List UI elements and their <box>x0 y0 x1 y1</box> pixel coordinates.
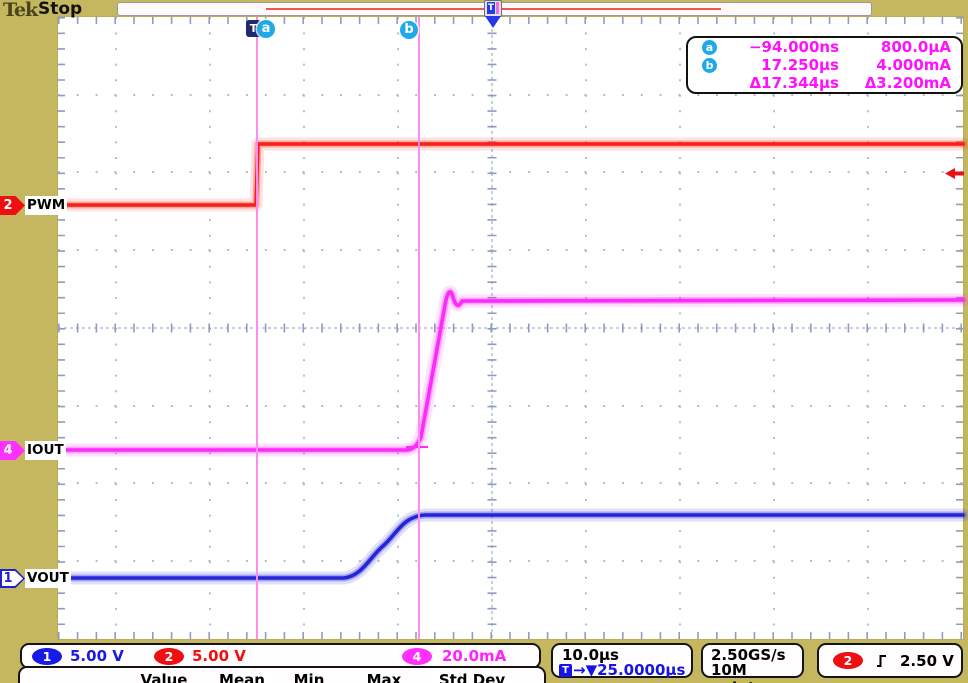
cursor-b-readout-row: b 17.250µs 4.000mA <box>702 56 951 74</box>
acquisition-box: 2.50GS/s 10M points <box>701 643 804 683</box>
acquisition-status: Stop <box>38 0 83 19</box>
ch2-badge[interactable]: 2 <box>154 647 184 665</box>
timebase-box: 10.0µs T →▼ 25.0000µs <box>551 643 693 679</box>
trigger-level-arrow-icon[interactable] <box>945 167 965 180</box>
cursor-b-handle[interactable]: b <box>400 21 418 39</box>
ch2-position-marker[interactable]: 2 <box>0 196 25 215</box>
ch4-position-marker[interactable]: 4 <box>0 441 25 460</box>
cursor-a-readout-row: a −94.000ns 800.0µA <box>702 38 951 56</box>
cursor-a-icon: a <box>702 39 717 55</box>
cursor-a-value: 800.0µA <box>880 38 951 56</box>
cursor-delta-value: Δ3.200mA <box>864 74 951 92</box>
ch1-marker-fill <box>2 571 23 586</box>
measurement-header-box: Value Mean Min Max Std Dev <box>18 666 546 683</box>
trigger-flag-letter: T <box>487 3 495 13</box>
cursor-a-line[interactable] <box>256 17 258 639</box>
ch2-waveform-label: PWM <box>25 196 68 215</box>
trigger-settings-box: 2 2.50 V <box>817 643 963 678</box>
trigger-source-badge[interactable]: 2 <box>833 652 863 669</box>
measurement-header-stddev: Std Dev <box>438 671 506 683</box>
trigger-delay-readout: T →▼ 25.0000µs <box>559 661 685 679</box>
trigger-level-value: 2.50 V <box>900 651 954 670</box>
trigger-delay-value: 25.0000µs <box>597 661 686 679</box>
trigger-delay-arrows: →▼ <box>573 661 598 679</box>
trigger-flag-body <box>487 2 495 14</box>
measurement-header-min: Min <box>293 671 325 683</box>
measurement-header-mean: Mean <box>219 671 265 683</box>
cursor-delta-time: Δ17.344µs <box>749 74 839 92</box>
ch1-scale: 5.00 V <box>70 647 124 665</box>
timebase-scale: 10.0µs <box>562 646 619 664</box>
ch1-badge[interactable]: 1 <box>32 647 62 665</box>
cursor-a-time: −94.000ns <box>748 38 839 56</box>
trigger-position-icon[interactable]: T <box>484 0 502 17</box>
ch4-badge[interactable]: 4 <box>402 647 432 665</box>
ch1-position-marker[interactable]: 1 <box>0 569 25 588</box>
ch4-scale: 20.0mA <box>442 647 507 665</box>
ch1-waveform-label: VOUT <box>25 569 71 588</box>
graticule <box>58 17 963 639</box>
cursor-b-line[interactable] <box>418 17 420 639</box>
rising-edge-icon <box>877 654 886 667</box>
cursor-delta-readout-row: Δ17.344µs Δ3.200mA <box>702 74 951 92</box>
measurement-header-max: Max <box>366 671 402 683</box>
sample-rate: 2.50GS/s <box>711 646 786 664</box>
trigger-delay-t-icon: T <box>559 663 572 677</box>
ch2-scale: 5.00 V <box>192 647 246 665</box>
cursor-b-time: 17.250µs <box>761 56 839 74</box>
cursor-readout-box: a −94.000ns 800.0µA b 17.250µs 4.000mA Δ… <box>686 36 963 94</box>
cursor-a-handle[interactable]: a <box>257 20 275 38</box>
cursor-b-icon: b <box>702 57 717 73</box>
trigger-position-marker-icon[interactable] <box>485 16 501 28</box>
tek-logo: Tek <box>3 0 38 21</box>
trigger-flag-stripe <box>496 2 499 14</box>
measurement-header-value: Value <box>140 671 188 683</box>
record-length: 10M points <box>711 661 764 683</box>
cursor-b-value: 4.000mA <box>876 56 951 74</box>
ch4-waveform-label: IOUT <box>25 441 66 460</box>
